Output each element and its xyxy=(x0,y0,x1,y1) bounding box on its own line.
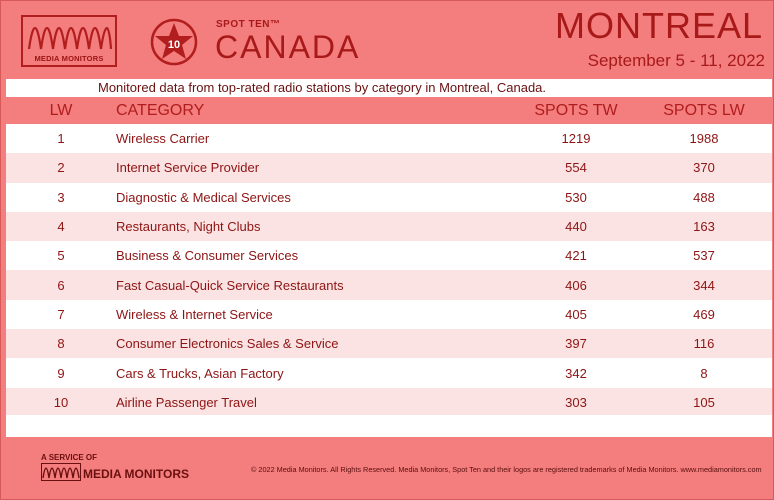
table-row: 2 Internet Service Provider 554 370 xyxy=(6,153,772,183)
media-monitors-logo: MEDIA MONITORS xyxy=(21,15,117,67)
footer-waveform-icon xyxy=(41,463,81,481)
cell-lw: 4 xyxy=(57,219,65,235)
cell-spots-lw: 8 xyxy=(700,365,708,381)
cell-category: Business & Consumer Services xyxy=(116,248,299,264)
cell-category: Diagnostic & Medical Services xyxy=(116,189,291,205)
cell-category: Cars & Trucks, Asian Factory xyxy=(116,365,284,381)
star-badge-icon: 10 xyxy=(150,18,198,66)
cell-spots-tw: 421 xyxy=(565,248,587,264)
header-spots-lw: SPOTS LW xyxy=(663,101,745,119)
cell-lw: 7 xyxy=(57,306,65,322)
cell-spots-tw: 303 xyxy=(565,394,587,410)
table-row: 4 Restaurants, Night Clubs 440 163 xyxy=(6,211,772,242)
table-row: 6 Fast Casual-Quick Service Restaurants … xyxy=(6,270,772,300)
cell-spots-lw: 537 xyxy=(693,248,715,264)
cell-category: Fast Casual-Quick Service Restaurants xyxy=(116,277,344,293)
cell-category: Restaurants, Night Clubs xyxy=(116,219,261,235)
subtitle: Monitored data from top-rated radio stat… xyxy=(6,79,772,97)
table-row: 5 Business & Consumer Services 421 537 xyxy=(6,241,772,271)
header-lw: LW xyxy=(49,101,73,119)
cell-lw: 10 xyxy=(53,394,69,410)
cell-spots-tw: 554 xyxy=(565,160,587,176)
cell-category: Internet Service Provider xyxy=(116,160,260,176)
cell-category: Airline Passenger Travel xyxy=(116,394,257,410)
cell-spots-lw: 488 xyxy=(693,189,715,205)
waveform-icon xyxy=(27,26,113,50)
copyright-text: © 2022 Media Monitors. All Rights Reserv… xyxy=(251,465,762,474)
cell-category: Wireless & Internet Service xyxy=(116,306,273,322)
table-row: 10 Airline Passenger Travel 303 105 xyxy=(6,387,772,417)
cell-spots-tw: 397 xyxy=(565,336,587,352)
table-footer-spacer xyxy=(6,415,772,437)
cell-lw: 9 xyxy=(57,365,65,381)
footer-brand: MEDIA MONITORS xyxy=(83,467,190,481)
cell-spots-lw: 1988 xyxy=(689,131,719,147)
service-of-label: A SERVICE OF xyxy=(41,453,98,462)
spots-table: LW CATEGORY SPOTS TW SPOTS LW 1 Wireless… xyxy=(6,97,772,417)
cell-spots-tw: 530 xyxy=(565,189,587,205)
cell-spots-lw: 469 xyxy=(693,306,715,322)
date-range: September 5 - 11, 2022 xyxy=(587,51,765,70)
cell-lw: 3 xyxy=(57,189,65,205)
header-spots-tw: SPOTS TW xyxy=(534,101,618,119)
table-row: 1 Wireless Carrier 1219 1988 xyxy=(6,124,772,154)
table-header: LW CATEGORY SPOTS TW SPOTS LW xyxy=(6,97,772,124)
badge-number: 10 xyxy=(168,39,180,51)
cell-category: Consumer Electronics Sales & Service xyxy=(116,336,339,352)
cell-spots-tw: 405 xyxy=(565,306,587,322)
table-row: 9 Cars & Trucks, Asian Factory 342 8 xyxy=(6,358,772,388)
cell-spots-tw: 342 xyxy=(565,365,587,381)
cell-spots-lw: 344 xyxy=(693,277,715,293)
cell-spots-lw: 116 xyxy=(693,336,715,352)
cell-category: Wireless Carrier xyxy=(116,131,210,147)
cell-lw: 5 xyxy=(57,248,65,264)
table-row: 3 Diagnostic & Medical Services 530 488 xyxy=(6,182,772,212)
cell-spots-tw: 1219 xyxy=(561,131,591,147)
cell-spots-tw: 406 xyxy=(565,277,587,293)
table-row: 8 Consumer Electronics Sales & Service 3… xyxy=(6,329,772,359)
logo-text: MEDIA MONITORS xyxy=(34,54,104,63)
cell-spots-tw: 440 xyxy=(565,219,587,235)
cell-spots-lw: 163 xyxy=(693,219,715,235)
cell-lw: 6 xyxy=(57,277,65,293)
cell-lw: 8 xyxy=(57,336,65,352)
header-category: CATEGORY xyxy=(116,101,205,119)
cell-lw: 1 xyxy=(57,131,65,147)
country-title: CANADA xyxy=(215,29,361,65)
cell-spots-lw: 105 xyxy=(693,394,715,410)
market-title: MONTREAL xyxy=(554,5,763,46)
table-row: 7 Wireless & Internet Service 405 469 xyxy=(6,299,772,330)
spot-ten-label: SPOT TEN™ xyxy=(216,19,281,30)
cell-spots-lw: 370 xyxy=(693,160,715,176)
cell-lw: 2 xyxy=(57,160,65,176)
